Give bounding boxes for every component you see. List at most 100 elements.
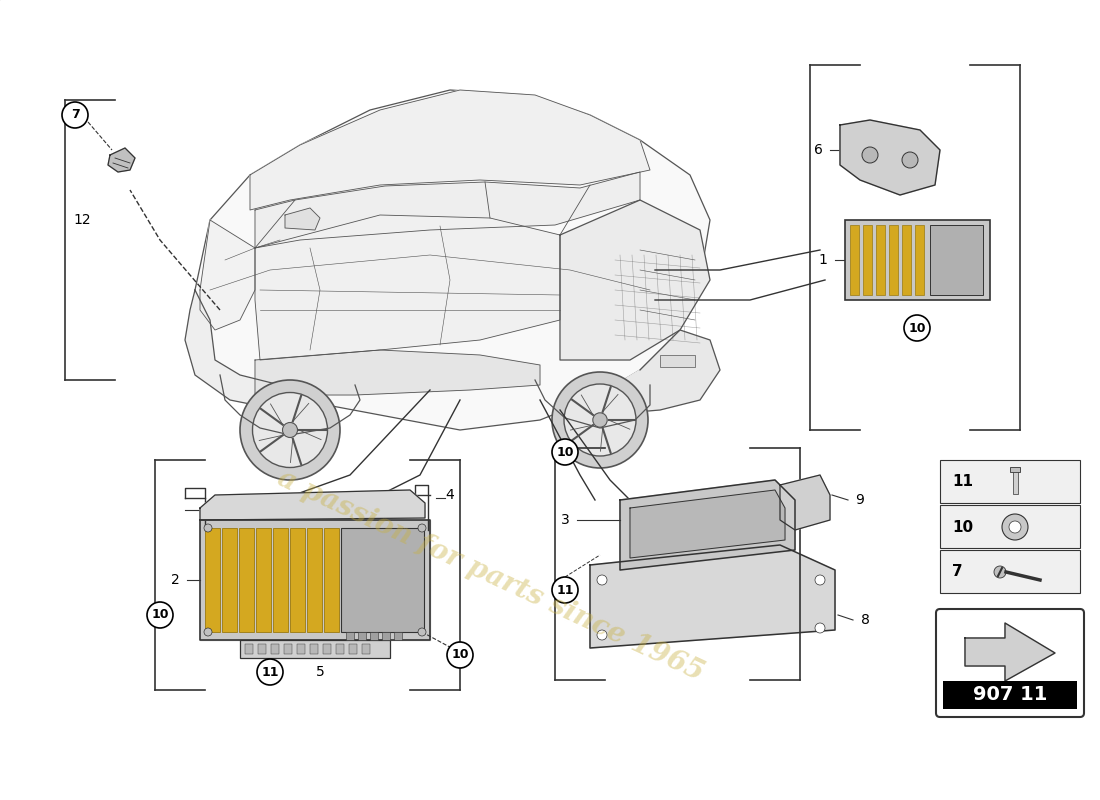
Circle shape	[253, 393, 328, 467]
Bar	[845, 220, 990, 300]
Text: 12: 12	[74, 213, 91, 227]
Bar	[889, 225, 898, 295]
Circle shape	[1009, 521, 1021, 533]
Bar	[290, 528, 305, 632]
Bar	[362, 644, 370, 654]
Bar	[256, 528, 271, 632]
Text: 9: 9	[856, 493, 865, 507]
Circle shape	[204, 524, 212, 532]
Polygon shape	[255, 215, 560, 360]
Text: 2: 2	[170, 573, 179, 587]
Polygon shape	[195, 90, 710, 430]
Bar	[940, 505, 1080, 548]
Bar	[284, 644, 292, 654]
Circle shape	[862, 147, 878, 163]
Bar	[1013, 472, 1018, 494]
Circle shape	[257, 659, 283, 685]
Text: 7: 7	[952, 565, 962, 579]
Polygon shape	[200, 220, 255, 330]
Bar	[222, 528, 236, 632]
Polygon shape	[255, 172, 640, 248]
Bar	[660, 355, 695, 367]
Bar	[1010, 467, 1020, 472]
Circle shape	[593, 413, 607, 427]
Circle shape	[815, 575, 825, 585]
Circle shape	[240, 380, 340, 480]
FancyBboxPatch shape	[936, 609, 1084, 717]
Bar	[394, 632, 402, 640]
Bar	[310, 644, 318, 654]
Polygon shape	[108, 148, 135, 172]
Circle shape	[815, 623, 825, 633]
Circle shape	[994, 566, 1006, 578]
Circle shape	[552, 372, 648, 468]
Bar	[271, 644, 279, 654]
Polygon shape	[590, 330, 720, 415]
Polygon shape	[200, 520, 430, 640]
Bar	[240, 640, 390, 658]
Text: a passion for parts since 1965: a passion for parts since 1965	[273, 464, 707, 686]
Polygon shape	[200, 490, 425, 520]
Circle shape	[147, 602, 173, 628]
Text: 907 11: 907 11	[972, 686, 1047, 705]
Polygon shape	[590, 545, 835, 648]
Circle shape	[552, 439, 578, 465]
Text: 11: 11	[262, 666, 278, 678]
Polygon shape	[185, 290, 300, 410]
Polygon shape	[250, 90, 650, 210]
Text: 11: 11	[952, 474, 974, 490]
Text: 7: 7	[70, 109, 79, 122]
Bar	[370, 632, 378, 640]
Text: 10: 10	[952, 519, 974, 534]
Bar	[239, 528, 254, 632]
Polygon shape	[965, 623, 1055, 681]
Circle shape	[904, 315, 930, 341]
Polygon shape	[620, 480, 795, 570]
Bar	[940, 460, 1080, 503]
Bar	[273, 528, 288, 632]
Circle shape	[564, 384, 636, 456]
Bar	[930, 225, 983, 295]
Bar	[245, 644, 253, 654]
Bar	[943, 681, 1077, 709]
Text: 3: 3	[561, 513, 570, 527]
Text: 10: 10	[909, 322, 926, 334]
Bar	[336, 644, 344, 654]
Polygon shape	[840, 120, 940, 195]
Text: 11: 11	[557, 583, 574, 597]
Polygon shape	[630, 490, 785, 558]
Bar	[324, 528, 339, 632]
Bar	[323, 644, 331, 654]
Bar	[341, 528, 424, 632]
Polygon shape	[285, 208, 320, 230]
Circle shape	[447, 642, 473, 668]
Bar	[876, 225, 886, 295]
Bar	[940, 550, 1080, 593]
Circle shape	[597, 575, 607, 585]
Text: 8: 8	[860, 613, 869, 627]
Circle shape	[902, 152, 918, 168]
Text: 10: 10	[451, 649, 469, 662]
Text: 1: 1	[818, 253, 827, 267]
Text: 4: 4	[446, 488, 454, 502]
Circle shape	[418, 524, 426, 532]
Bar	[864, 225, 872, 295]
Bar	[258, 644, 266, 654]
Circle shape	[1002, 514, 1028, 540]
Polygon shape	[255, 350, 540, 395]
Circle shape	[204, 628, 212, 636]
Circle shape	[418, 628, 426, 636]
Bar	[382, 632, 390, 640]
Text: 6: 6	[814, 143, 823, 157]
Bar	[358, 632, 366, 640]
Bar	[346, 632, 354, 640]
Text: 10: 10	[152, 609, 168, 622]
Text: 5: 5	[316, 665, 324, 679]
Bar	[205, 528, 220, 632]
Bar	[297, 644, 305, 654]
Text: 10: 10	[557, 446, 574, 458]
Circle shape	[552, 577, 578, 603]
Bar	[349, 644, 358, 654]
Polygon shape	[560, 200, 710, 360]
Circle shape	[597, 630, 607, 640]
